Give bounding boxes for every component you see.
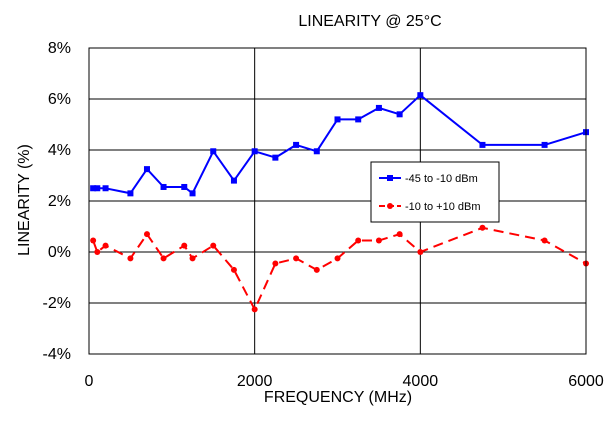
legend: -45 to -10 dBm -10 to +10 dBm — [370, 161, 500, 223]
y-tick-label: 2% — [48, 193, 71, 210]
gridlines — [88, 47, 587, 355]
legend-label: -10 to +10 dBm — [405, 201, 481, 213]
data-point — [181, 242, 188, 249]
y-tick-label: -4% — [43, 346, 71, 363]
data-point — [313, 266, 320, 273]
y-tick-label: 8% — [48, 40, 71, 57]
data-point — [479, 141, 486, 148]
data-point — [334, 116, 341, 123]
data-point — [143, 166, 150, 173]
data-point — [102, 185, 109, 192]
series-layer — [90, 92, 589, 313]
data-point — [210, 242, 217, 249]
data-point — [313, 148, 320, 155]
series-line — [93, 94, 587, 195]
data-point — [479, 224, 486, 231]
data-point — [375, 104, 382, 111]
data-point — [251, 306, 258, 313]
data-point — [160, 183, 167, 190]
chart-title: LINEARITY @ 25°C — [298, 13, 441, 30]
x-tick-label: 4000 — [403, 373, 439, 390]
data-point — [127, 190, 134, 197]
y-tick-label: 4% — [48, 142, 71, 159]
data-point — [90, 185, 97, 192]
legend-marker — [387, 175, 393, 181]
data-point — [189, 255, 196, 262]
x-axis-title: FREQUENCY (MHz) — [264, 389, 412, 406]
data-point — [272, 154, 279, 161]
data-point — [375, 237, 382, 244]
series-1 — [90, 92, 589, 197]
x-tick-label: 6000 — [568, 373, 604, 390]
data-point — [210, 148, 217, 155]
data-point — [90, 237, 97, 244]
series-line — [92, 226, 587, 311]
data-point — [94, 185, 101, 192]
data-point — [230, 177, 237, 184]
x-axis-ticks: 0 2000 4000 6000 — [85, 373, 604, 390]
data-point — [396, 111, 403, 118]
data-point — [160, 255, 167, 262]
y-tick-label: -2% — [43, 295, 71, 312]
y-axis-title: LINEARITY (%) — [16, 144, 33, 256]
legend-label: -45 to -10 dBm — [405, 173, 478, 185]
legend-items: -45 to -10 dBm -10 to +10 dBm — [379, 173, 481, 213]
y-tick-label: 0% — [48, 244, 71, 261]
data-point — [272, 260, 279, 267]
data-point — [251, 148, 258, 155]
data-point — [541, 237, 548, 244]
data-point — [102, 242, 109, 249]
data-point — [230, 266, 237, 273]
data-point — [355, 237, 362, 244]
data-point — [417, 92, 424, 99]
data-point — [181, 183, 188, 190]
series-2 — [90, 224, 589, 313]
legend-box — [370, 161, 500, 223]
data-point — [143, 231, 150, 238]
data-point — [293, 255, 300, 262]
plot-area-frame — [88, 47, 587, 355]
data-point — [417, 249, 424, 255]
data-point — [127, 255, 134, 262]
data-point — [334, 255, 341, 262]
data-point — [396, 231, 403, 238]
y-axis-ticks: -4% -2% 0% 2% 4% 6% 8% — [43, 40, 71, 363]
x-tick-label: 2000 — [237, 373, 273, 390]
x-tick-label: 0 — [85, 373, 94, 390]
data-point — [293, 141, 300, 148]
legend-marker — [387, 203, 393, 209]
y-tick-label: 6% — [48, 91, 71, 108]
data-point — [541, 141, 548, 148]
data-point — [94, 249, 101, 255]
data-point — [355, 116, 362, 123]
data-point — [189, 190, 196, 197]
